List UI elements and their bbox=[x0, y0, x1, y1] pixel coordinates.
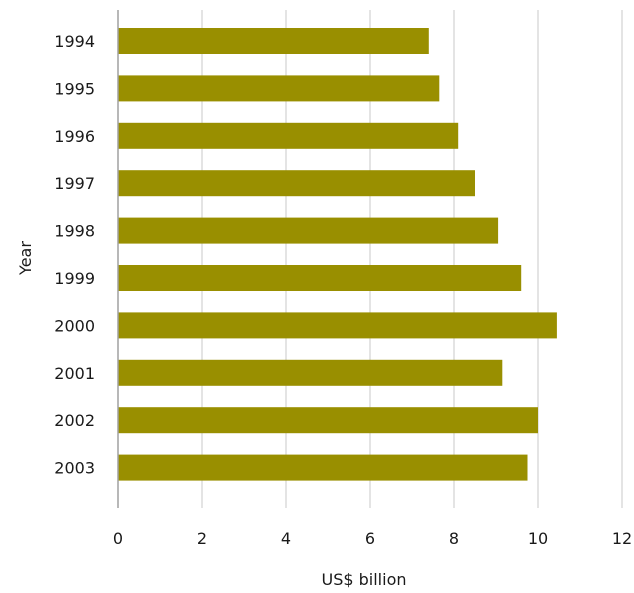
y-tick-label: 2001 bbox=[54, 364, 95, 383]
x-axis-title: US$ billion bbox=[322, 570, 407, 589]
y-tick-label: 1994 bbox=[54, 32, 95, 51]
y-tick-label: 2000 bbox=[54, 316, 95, 335]
bar-1997 bbox=[118, 170, 475, 197]
bar-2000 bbox=[118, 312, 557, 339]
y-tick-label: 1999 bbox=[54, 269, 95, 288]
bar-1999 bbox=[118, 265, 522, 291]
bar-1994 bbox=[118, 28, 429, 54]
bar-2002 bbox=[118, 407, 538, 434]
y-axis-title: Year bbox=[16, 241, 35, 276]
x-tick-label: 8 bbox=[449, 529, 459, 548]
x-tick-label: 0 bbox=[113, 529, 123, 548]
x-tick-labels: 0 2 4 6 8 10 12 bbox=[113, 529, 632, 548]
y-tick-label: 2003 bbox=[54, 459, 95, 478]
x-tick-label: 10 bbox=[528, 529, 548, 548]
y-tick-label: 1997 bbox=[54, 174, 95, 193]
x-tick-label: 2 bbox=[197, 529, 207, 548]
y-tick-label: 1996 bbox=[54, 127, 95, 146]
bar-series bbox=[118, 28, 557, 481]
bar-2001 bbox=[118, 359, 503, 386]
x-tick-label: 6 bbox=[365, 529, 375, 548]
y-tick-label: 1998 bbox=[54, 222, 95, 241]
x-tick-label: 12 bbox=[612, 529, 632, 548]
bar-1996 bbox=[118, 122, 459, 149]
bar-1995 bbox=[118, 75, 440, 102]
x-tick-label: 4 bbox=[281, 529, 291, 548]
bar-1998 bbox=[118, 217, 499, 244]
y-tick-label: 2002 bbox=[54, 411, 95, 430]
y-tick-label: 1995 bbox=[54, 79, 95, 98]
bar-2003 bbox=[118, 454, 528, 481]
y-tick-labels: 1994 1995 1996 1997 1998 1999 2000 2001 2002 2003 bbox=[54, 32, 95, 478]
